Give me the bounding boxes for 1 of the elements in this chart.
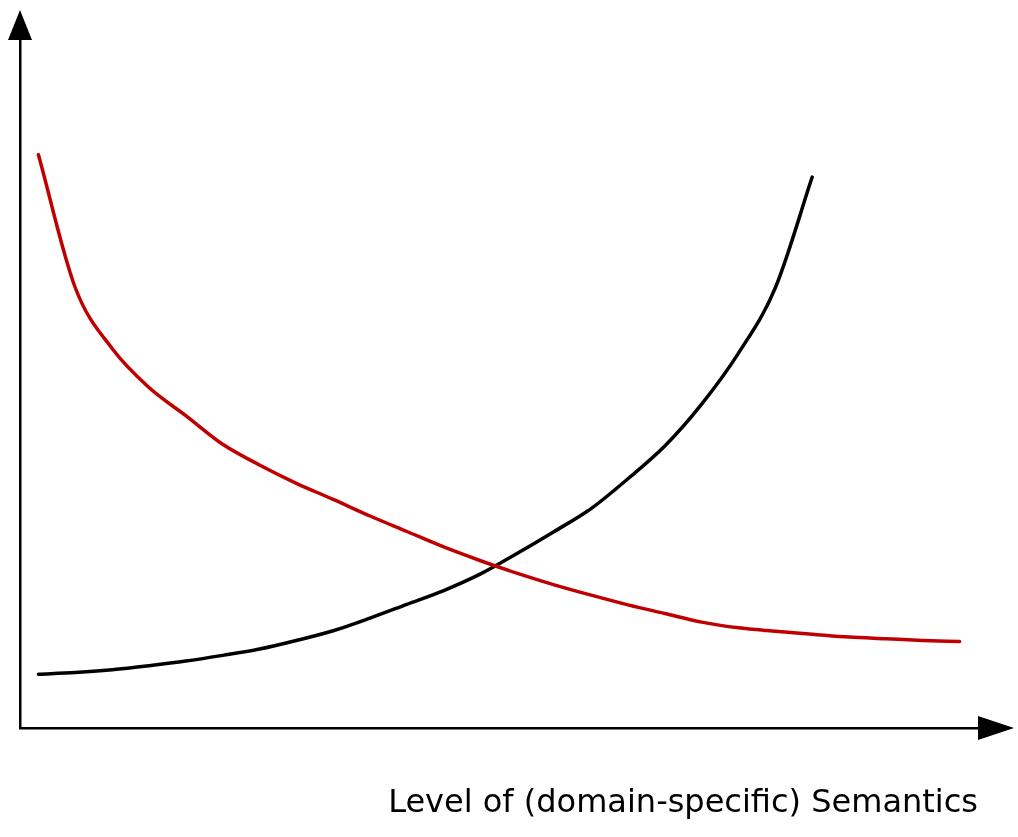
x-axis-title: Level of (domain-specific) Semantics (388, 782, 978, 821)
